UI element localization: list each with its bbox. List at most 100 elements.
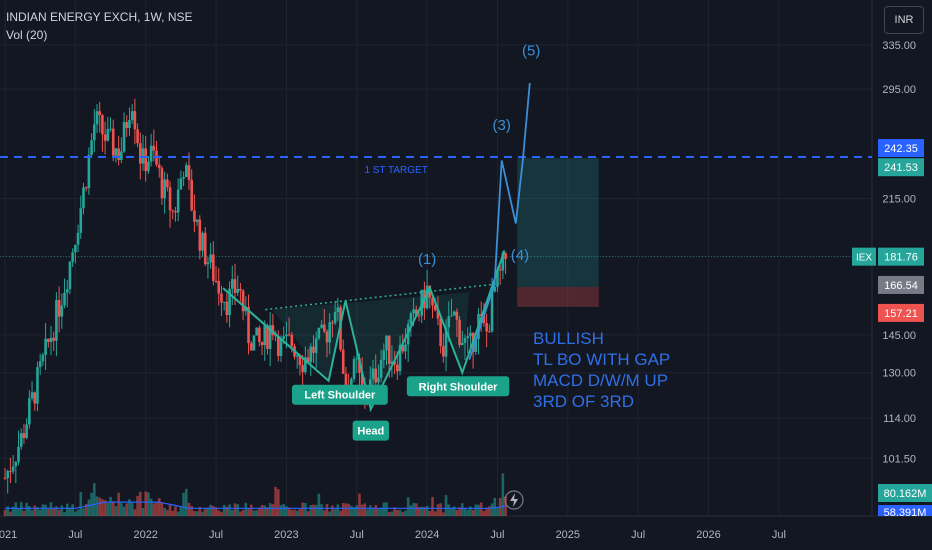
candle-body [398,344,402,372]
candle-body [379,359,383,378]
candle-body [160,168,164,199]
candle-body [195,219,199,222]
neckline-trendline [265,283,498,311]
price-label-badge [878,303,924,322]
candle-body [125,122,129,129]
volume-bar [477,504,480,516]
volume-indicator-label[interactable]: Vol (20) [6,28,48,42]
volume-bar [352,507,356,516]
candle-body [17,446,20,462]
candle-body [504,252,507,259]
candle-body [317,327,321,339]
volume-bar [258,507,261,516]
volume-bar [117,492,120,516]
volume-bar [350,505,353,516]
volume-bar [322,510,326,516]
lightning-icon-bolt [510,493,518,507]
candle-body [287,334,291,336]
volume-bar [190,505,194,516]
volume-bar [74,511,77,516]
volume-bar [3,509,7,516]
candle-body [304,357,307,373]
candle-body [285,334,288,337]
volume-bar [209,504,212,516]
candle-body [352,359,356,380]
volume-bar [496,507,499,516]
time-tick-label: 2021 [0,529,17,541]
volume-bar [22,510,26,516]
volume-bar [49,502,53,516]
symbol-title[interactable]: INDIAN ENERGY EXCH, 1W, NSE [6,10,193,24]
candle-body [128,120,131,129]
label-badge [352,420,390,441]
candle-body [38,361,42,368]
volume-bar [128,499,131,516]
candle-body [385,335,388,351]
candle-body [111,128,115,156]
candle-body [314,338,318,353]
volume-bar [201,511,204,516]
volume-bar [482,510,486,516]
candle-body [417,315,421,317]
volume-bar [149,498,153,516]
volume-bar [501,473,505,516]
volume-bar [374,505,377,516]
volume-bar [276,489,280,516]
time-tick-label: Jul [772,529,786,541]
candle-body [60,305,64,317]
volume-bar [452,506,456,516]
volume-bar [30,510,34,516]
volume-bar [60,505,64,516]
volume-bar [463,508,467,516]
volume-bar [420,506,423,516]
note-line: MACD D/W/M UP [533,371,668,390]
candle-body [120,151,123,160]
volume-bar [52,507,56,516]
volume-bar [474,504,478,516]
candle-body [76,232,80,245]
candle-body [44,338,47,355]
time-tick-label: Jul [350,529,364,541]
candle-body [103,134,107,141]
candle-body [168,187,172,211]
candle-body [344,373,348,391]
price-label-text: 166.54 [884,280,918,292]
volume-bar [171,510,175,516]
candle-body [201,232,204,251]
volume-bar [225,506,229,516]
volume-bar [439,503,442,516]
lightning-icon[interactable] [504,490,524,510]
label-badge [406,376,510,397]
candle-body [152,145,156,151]
candle-body [290,334,294,347]
volume-bar [36,507,39,516]
currency-button[interactable]: INR [884,6,924,34]
volume-bar [130,502,134,516]
price-label-badge [878,158,924,177]
volume-bar [92,483,96,516]
candle-body [19,433,23,447]
volume-bar [125,503,129,516]
candle-body [36,367,39,404]
candle-body [206,262,210,265]
candle-body [106,129,110,141]
volume-ma-badge [878,505,932,516]
candle-body [138,143,142,164]
candle-body [371,368,375,380]
volume-bar [393,507,396,516]
volume-bar [485,507,488,516]
volume-bar [157,498,161,516]
candle-body [309,346,313,363]
volume-bar [414,503,418,516]
volume-bar [87,499,91,516]
candle-body [30,392,34,399]
volume-bar [387,512,391,516]
volume-bar [423,507,426,516]
volume-bar [114,506,118,516]
candle-body [458,319,461,345]
candle-body [263,325,267,346]
volume-bar [317,493,321,516]
volume-bar [55,506,58,516]
